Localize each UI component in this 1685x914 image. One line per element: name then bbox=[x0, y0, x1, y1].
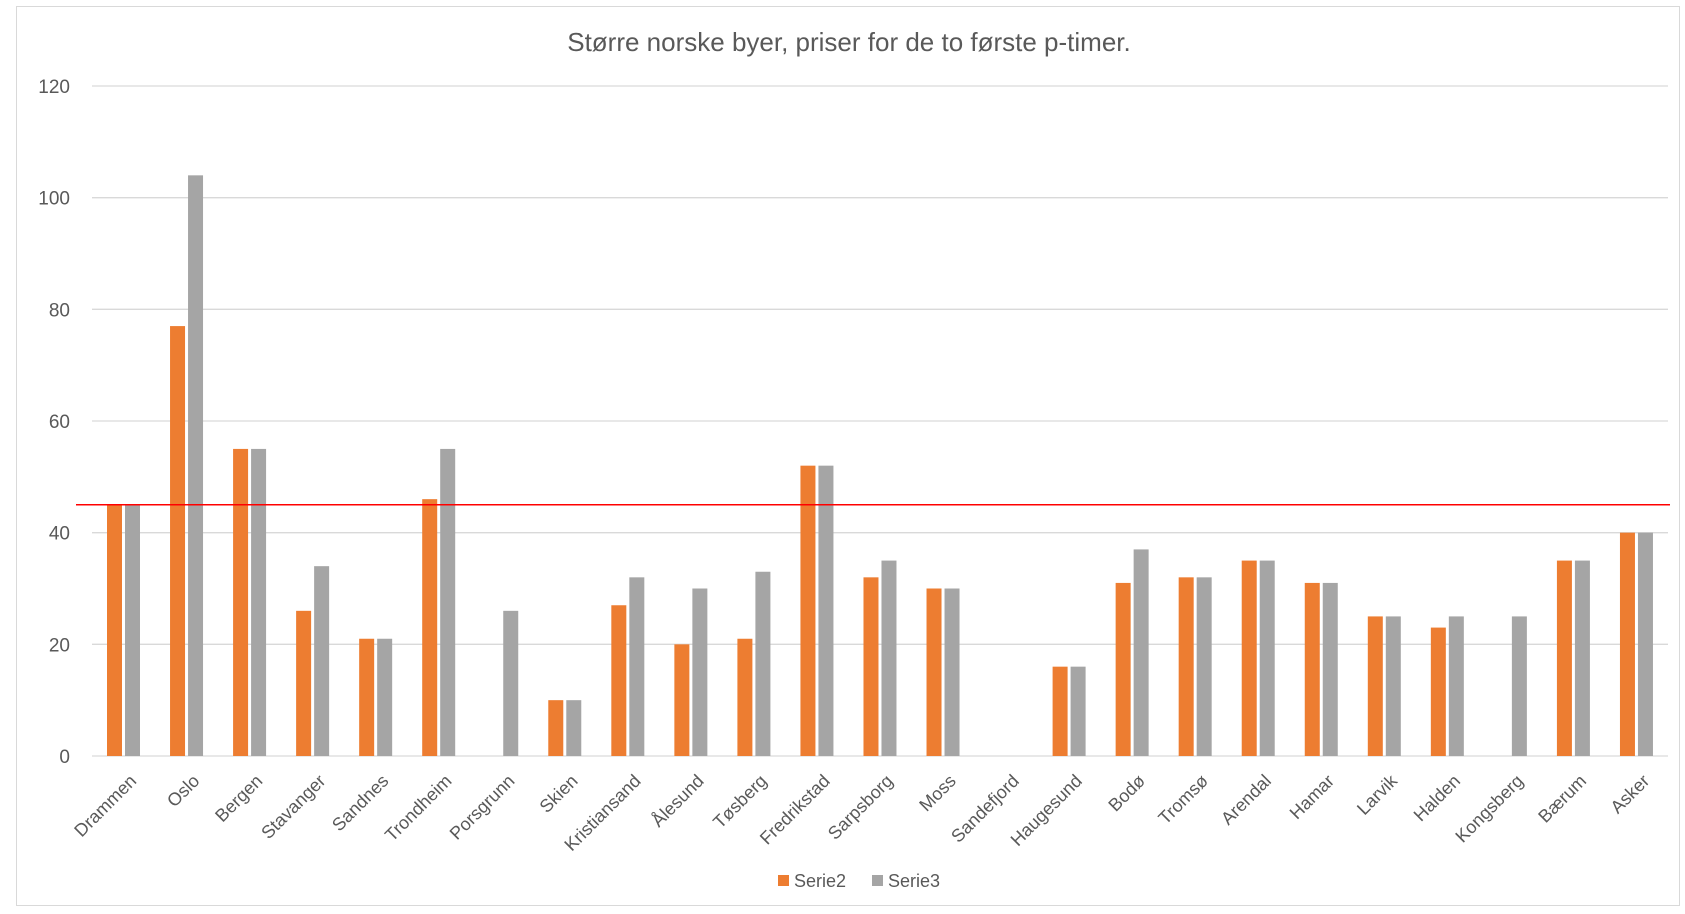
x-tick-label: Ålesund bbox=[648, 771, 708, 831]
gridlines bbox=[92, 85, 1668, 757]
legend-swatch-serie3 bbox=[872, 875, 883, 886]
bars bbox=[107, 175, 1653, 757]
bar-serie2-24 bbox=[1619, 532, 1635, 756]
x-tick-label: Bodø bbox=[1104, 771, 1149, 816]
bar-serie3-15 bbox=[1070, 666, 1086, 756]
chart-title: Større norske byer, priser for de to før… bbox=[567, 27, 1131, 57]
bar-serie3-11 bbox=[818, 465, 834, 756]
x-tick-label: Trondheim bbox=[381, 771, 456, 846]
x-tick-label: Tromsø bbox=[1155, 771, 1213, 829]
bar-serie3-19 bbox=[1322, 582, 1338, 756]
bar-serie3-13 bbox=[944, 588, 960, 756]
x-tick-label: Oslo bbox=[163, 771, 203, 811]
y-tick-label: 20 bbox=[49, 635, 70, 656]
bar-serie3-21 bbox=[1448, 616, 1464, 756]
bar-serie2-15 bbox=[1052, 666, 1068, 756]
bar-serie2-17 bbox=[1178, 577, 1194, 756]
x-tick-label: Arendal bbox=[1217, 771, 1275, 829]
x-tick-label: Skien bbox=[536, 771, 582, 817]
legend-swatch-serie2 bbox=[778, 875, 789, 886]
x-tick-label: Bergen bbox=[211, 771, 266, 826]
y-axis-ticks: 0 20 40 60 80 100 120 bbox=[38, 77, 70, 768]
y-tick-label: 100 bbox=[38, 189, 70, 210]
bar-serie2-12 bbox=[863, 577, 879, 756]
y-tick-label: 120 bbox=[38, 77, 70, 98]
bar-serie3-24 bbox=[1637, 532, 1653, 756]
x-tick-label: Kongsberg bbox=[1451, 771, 1527, 847]
bar-serie2-3 bbox=[296, 610, 312, 756]
bar-serie2-4 bbox=[359, 638, 375, 756]
x-axis-ticks: Drammen Oslo BergenStavangerSandnesTrondhe… bbox=[70, 770, 1653, 855]
bar-serie3-7 bbox=[566, 700, 582, 756]
bar-serie3-4 bbox=[377, 638, 393, 756]
x-tick-label: Asker bbox=[1607, 771, 1654, 818]
x-tick-label: Larvik bbox=[1353, 770, 1402, 819]
bar-serie3-1 bbox=[188, 175, 204, 757]
x-tick-label: Hamar bbox=[1286, 771, 1338, 823]
bar-serie3-20 bbox=[1385, 616, 1401, 756]
bar-serie2-5 bbox=[422, 499, 438, 756]
bar-serie3-2 bbox=[251, 448, 267, 756]
bar-serie3-23 bbox=[1574, 560, 1590, 756]
bar-serie3-0 bbox=[125, 504, 140, 756]
bar-serie3-3 bbox=[314, 566, 330, 756]
bar-serie2-18 bbox=[1241, 560, 1257, 756]
bar-serie2-8 bbox=[611, 605, 627, 756]
y-tick-label: 80 bbox=[49, 300, 70, 321]
bar-serie2-23 bbox=[1556, 560, 1572, 756]
bar-serie3-18 bbox=[1259, 560, 1275, 756]
x-tick-label: Sandnes bbox=[328, 771, 392, 835]
bar-serie3-17 bbox=[1196, 577, 1212, 756]
legend: Serie2 Serie3 bbox=[778, 871, 940, 891]
bar-serie3-12 bbox=[881, 560, 897, 756]
legend-label-serie2: Serie2 bbox=[794, 871, 846, 891]
bar-serie2-1 bbox=[170, 326, 186, 756]
legend-label-serie3: Serie3 bbox=[888, 871, 940, 891]
bar-serie3-9 bbox=[692, 588, 708, 756]
bar-serie3-8 bbox=[629, 577, 645, 756]
y-tick-label: 0 bbox=[59, 747, 70, 768]
bar-serie3-10 bbox=[755, 571, 771, 756]
bar-serie3-16 bbox=[1133, 549, 1149, 756]
x-tick-label: Halden bbox=[1410, 771, 1464, 825]
bar-serie2-21 bbox=[1430, 627, 1446, 756]
x-tick-label: Moss bbox=[915, 771, 960, 816]
bar-serie2-11 bbox=[800, 465, 816, 756]
y-tick-label: 40 bbox=[49, 524, 70, 545]
bar-serie3-6 bbox=[503, 610, 519, 756]
bar-serie2-13 bbox=[926, 588, 942, 756]
bar-serie2-19 bbox=[1304, 582, 1320, 756]
bar-serie2-7 bbox=[548, 700, 564, 756]
bar-serie2-2 bbox=[233, 448, 249, 756]
x-tick-label: Sarpsborg bbox=[824, 771, 897, 844]
bar-serie2-9 bbox=[674, 644, 690, 756]
x-tick-label: Tøsberg bbox=[709, 771, 771, 833]
bar-serie2-10 bbox=[737, 638, 753, 756]
bar-serie2-0 bbox=[107, 504, 122, 756]
bar-serie2-16 bbox=[1115, 582, 1131, 756]
bar-serie3-22 bbox=[1511, 616, 1527, 756]
bar-serie3-5 bbox=[440, 448, 456, 756]
x-tick-label: Bærum bbox=[1534, 771, 1590, 827]
x-tick-label: Drammen bbox=[70, 771, 140, 841]
y-tick-label: 60 bbox=[49, 412, 70, 433]
bar-serie2-20 bbox=[1367, 616, 1383, 756]
x-tick-label: Porsgrunn bbox=[446, 771, 519, 844]
x-tick-label: Stavanger bbox=[257, 771, 329, 843]
